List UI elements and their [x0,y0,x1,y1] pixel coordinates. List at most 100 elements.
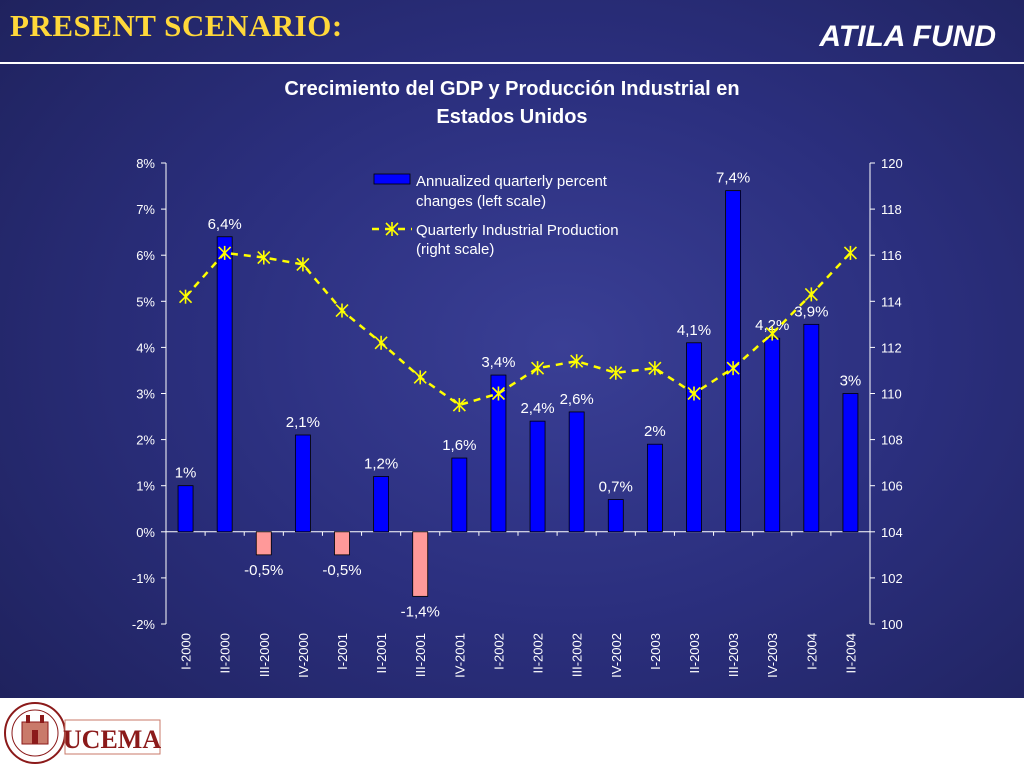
bar [373,476,390,533]
category-label: I-2004 [804,633,819,670]
ip-marker [765,326,779,341]
right-tick-label: 102 [881,571,903,586]
ip-marker [530,361,545,376]
bar [607,499,624,533]
bar-data-label: 3% [840,373,862,390]
ip-line [184,251,852,407]
ip-marker [452,398,466,413]
left-tick-label: 1% [136,479,155,494]
left-tick-label: -1% [132,571,156,586]
bar [842,393,859,533]
right-tick-label: 114 [881,294,902,309]
right-tick-label: 106 [881,479,903,494]
bar [686,342,702,533]
category-label: I-2003 [648,633,663,670]
bar-data-label: 2,6% [560,391,594,408]
bar [490,374,507,533]
bar [803,323,820,533]
right-tick-label: 104 [881,525,903,540]
ip-marker [413,370,427,385]
bar [216,236,233,533]
ip-marker [218,245,232,260]
ip-marker [491,386,506,401]
bar-data-label: 1,2% [364,455,398,472]
bar [334,531,350,556]
category-label: IV-2001 [452,633,467,678]
footer: UCEMA [0,698,1024,768]
left-tick-label: 2% [136,433,155,448]
bar-data-label: 7,4% [716,170,750,187]
right-tick-label: 120 [881,156,903,171]
bar-data-label: 1,6% [442,437,476,454]
legend-bar-swatch [373,173,411,185]
bar [177,485,194,533]
category-label: III-2003 [726,633,741,677]
chart: -2% -1% 0% 1% 2% 3% 4% 5% 6% 7% 8% 100 102 104 106 108 1… [132,156,903,678]
ip-marker [335,303,349,318]
left-tick-label: 7% [136,202,155,217]
bar-data-label: 2% [644,423,666,440]
bar [451,457,468,533]
slide-title: PRESENT SCENARIO: [10,8,343,43]
ip-marker [804,287,818,302]
fund-name: ATILA FUND [819,20,996,53]
left-tick-label: -2% [132,617,156,632]
bar [646,443,663,533]
category-label: II-2003 [687,633,702,673]
left-tick-label: 5% [136,294,155,309]
ip-marker [726,361,740,376]
category-label: II-2002 [531,633,546,673]
ucema-logo: UCEMA [4,702,161,764]
right-tick-label: 110 [881,387,902,402]
category-label: II-2000 [218,633,233,673]
ip-marker [178,289,193,304]
bar-data-label: 2,4% [520,400,554,417]
right-tick-label: 116 [881,248,902,263]
bar-data-label: 1% [175,465,197,482]
ip-marker [374,335,388,350]
right-tick-label: 112 [881,340,902,355]
legend-line-label-line-1: Quarterly Industrial Production [416,222,619,239]
category-label: III-2002 [570,633,585,677]
bar-data-label: 4,1% [677,322,711,339]
bar-data-label: 3,4% [481,354,515,371]
left-tick-label: 0% [136,525,155,540]
ip-marker [570,354,584,369]
category-label: II-2004 [843,633,858,673]
chart-title-line-2: Estados Unidos [436,106,588,128]
category-label: I-2002 [491,633,506,670]
category-label: I-2000 [179,633,194,670]
bar [568,411,585,533]
ip-marker [257,250,271,265]
left-tick-label: 4% [136,340,155,355]
right-tick-label: 100 [881,617,903,632]
ip-marker [843,245,858,260]
left-tick-label: 3% [136,387,155,402]
ip-marker [296,257,310,272]
bar [764,337,781,533]
ip-marker [687,386,701,401]
bar-data-label: 0,7% [599,479,633,496]
bar-data-label: -1,4% [401,603,440,620]
header-divider [0,62,1024,64]
chart-title-line-1: Crecimiento del GDP y Producción Industr… [284,78,740,100]
ip-marker [609,365,623,380]
right-tick-label: 118 [881,202,902,217]
category-label: IV-2000 [296,633,311,678]
bar-data-label: 3,9% [794,303,828,320]
ucema-logo-text: UCEMA [63,725,161,754]
bar [294,434,311,533]
category-label: III-2000 [257,633,272,677]
right-tick-label: 108 [881,433,903,448]
bar [255,531,272,556]
bar [529,420,546,533]
category-label: III-2001 [413,633,428,677]
bar-data-label: -0,5% [244,562,283,579]
category-label: I-2001 [335,633,350,670]
bar-data-label: 6,4% [208,216,242,233]
bar-data-label: 2,1% [286,414,320,431]
left-tick-label: 6% [136,248,155,263]
chart-title: Crecimiento del GDP y Producción Industr… [200,75,824,131]
bar-data-label: -0,5% [322,562,361,579]
bar [412,531,429,597]
